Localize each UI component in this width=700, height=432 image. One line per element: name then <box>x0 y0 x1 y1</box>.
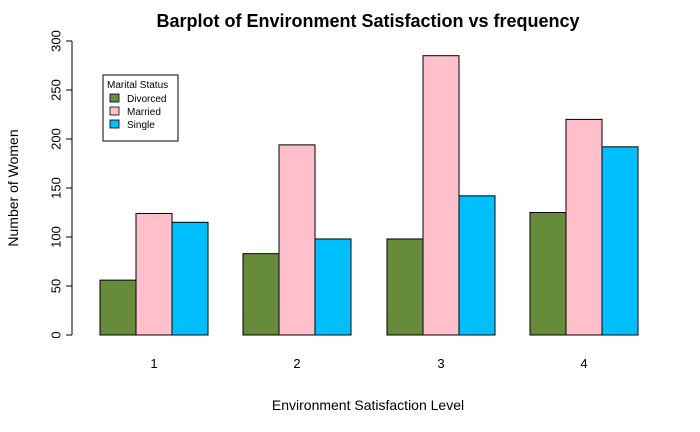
bar-divorced-3 <box>386 238 424 336</box>
y-axis: 0 50 100 150 200 250 300 <box>49 30 73 339</box>
bar-single-3 <box>458 195 496 336</box>
y-tick-label: 100 <box>49 226 64 248</box>
bar-married-2 <box>278 144 316 336</box>
legend-label-divorced: Divorced <box>127 94 166 105</box>
legend-swatch-single <box>109 119 120 129</box>
y-tick-label: 300 <box>49 30 64 52</box>
x-axis-ticks: 1 2 3 4 <box>150 356 587 371</box>
x-tick-label: 2 <box>293 356 300 371</box>
y-tick-label: 0 <box>49 331 64 338</box>
x-tick-label: 1 <box>150 356 157 371</box>
bar-single-2 <box>314 238 352 336</box>
bar-divorced-1 <box>99 279 137 336</box>
legend-label-single: Single <box>127 120 155 131</box>
legend-swatch-divorced <box>109 93 120 103</box>
bar-single-1 <box>171 221 209 336</box>
bar-married-3 <box>422 55 460 336</box>
legend-swatch-married <box>109 106 120 116</box>
y-axis-label: Number of Women <box>5 129 21 246</box>
bar-married-1 <box>135 212 173 336</box>
y-tick-label: 200 <box>49 128 64 150</box>
bar-divorced-2 <box>242 253 280 336</box>
chart-title: Barplot of Environment Satisfaction vs f… <box>156 11 579 31</box>
x-tick-label: 4 <box>580 356 587 371</box>
legend-label-married: Married <box>127 107 161 118</box>
x-axis-label: Environment Satisfaction Level <box>272 397 464 413</box>
bar-married-4 <box>565 118 603 336</box>
legend: Marital Status Divorced Married Single <box>102 74 179 142</box>
bars <box>99 55 639 336</box>
legend-title: Marital Status <box>107 80 168 91</box>
bar-divorced-4 <box>529 212 567 336</box>
x-tick-label: 3 <box>437 356 444 371</box>
y-tick-label: 50 <box>49 279 64 293</box>
y-tick-label: 250 <box>49 79 64 101</box>
y-tick-label: 150 <box>49 177 64 199</box>
bar-single-4 <box>601 146 639 336</box>
